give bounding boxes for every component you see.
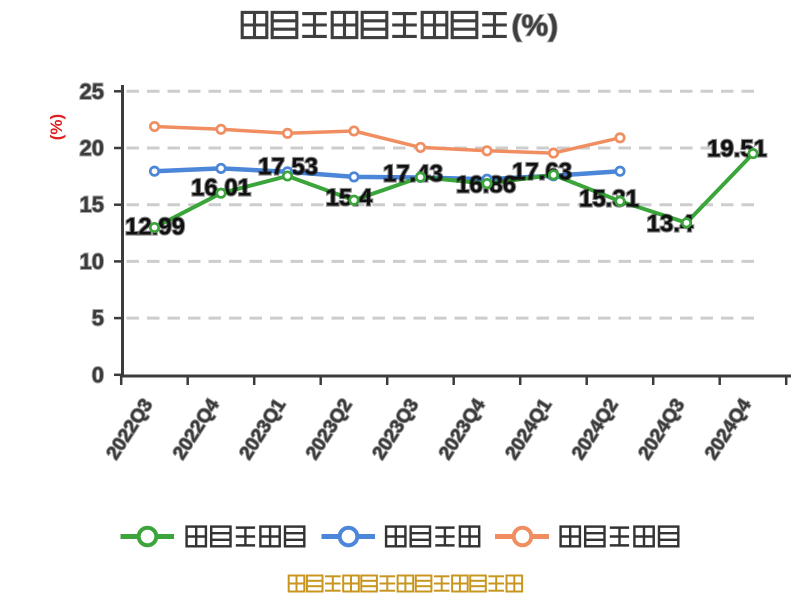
svg-text:20: 20 <box>80 136 104 161</box>
svg-text:19.51: 19.51 <box>707 136 767 163</box>
svg-text:10: 10 <box>80 249 104 274</box>
svg-text:0: 0 <box>92 362 104 387</box>
svg-text:17.63: 17.63 <box>512 159 572 186</box>
svg-text:15: 15 <box>80 192 104 217</box>
svg-text:15.31: 15.31 <box>579 186 639 213</box>
svg-text:17.43: 17.43 <box>383 161 443 188</box>
svg-text:(%): (%) <box>47 114 66 140</box>
svg-text:(%): (%) <box>512 10 559 43</box>
svg-text:5: 5 <box>92 306 104 331</box>
svg-text:15.4: 15.4 <box>326 185 373 212</box>
svg-text:25: 25 <box>80 79 104 104</box>
